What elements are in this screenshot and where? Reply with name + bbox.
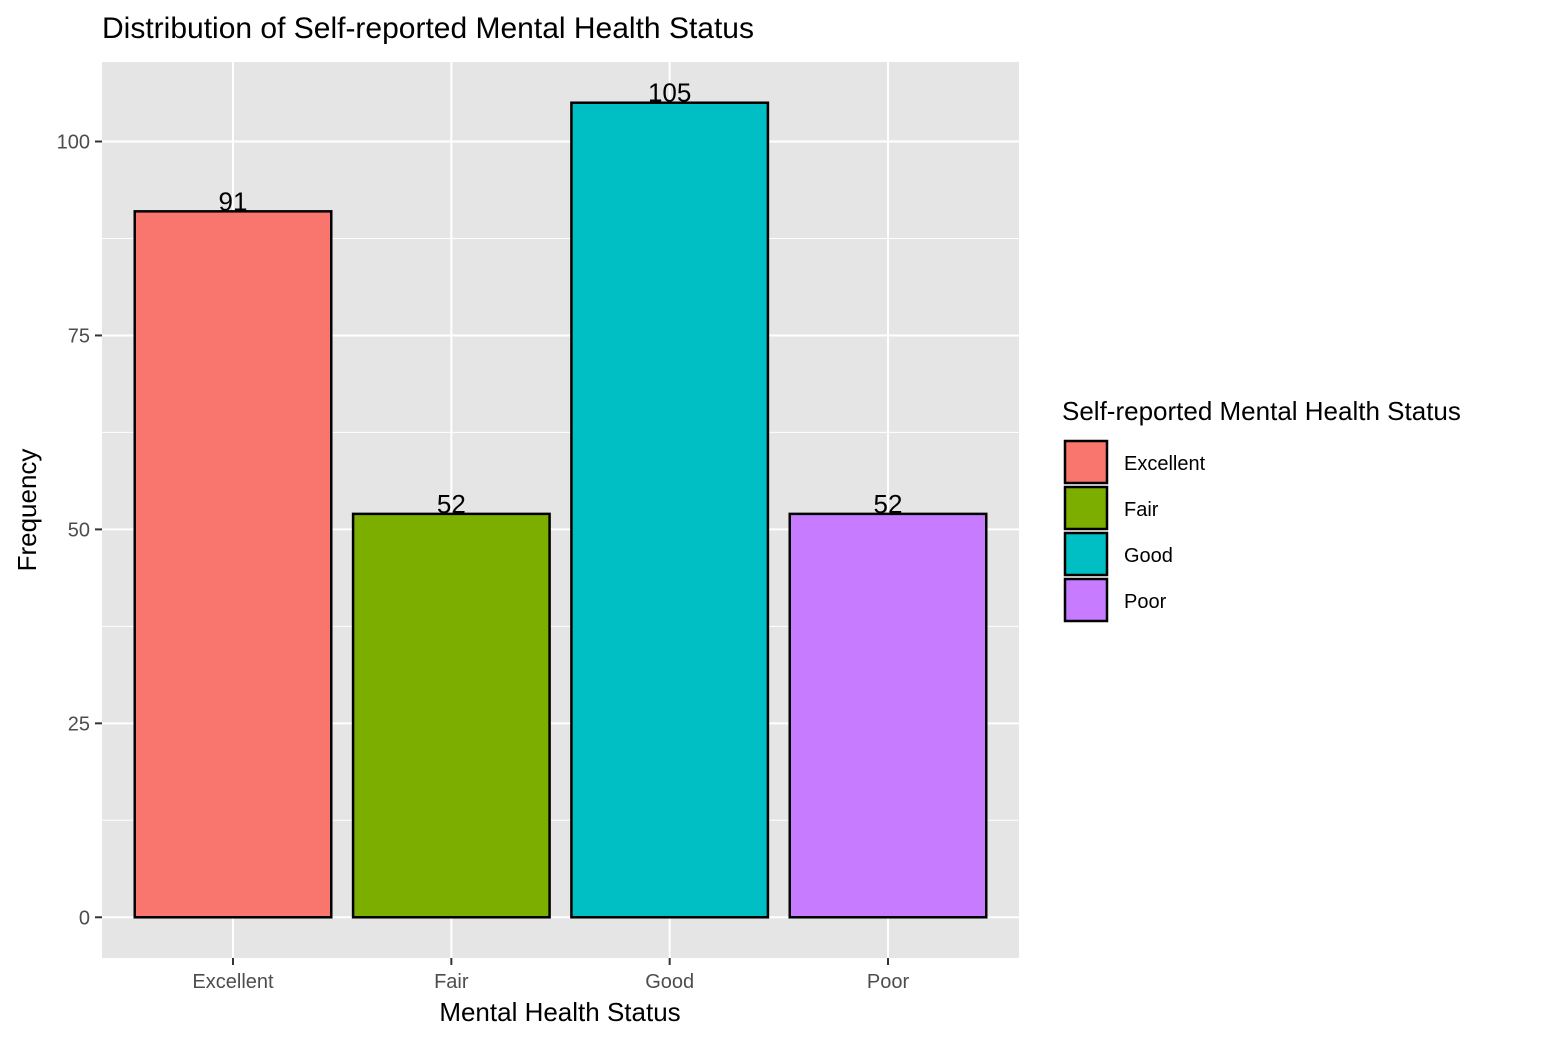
legend-swatch-fair	[1063, 485, 1109, 531]
chart-title: Distribution of Self-reported Mental Hea…	[102, 12, 754, 45]
legend-title: Self-reported Mental Health Status	[1062, 396, 1461, 426]
x-tick-label: Poor	[867, 971, 910, 993]
bar-excellent	[133, 210, 333, 919]
y-axis: 0 25 50 75 100	[57, 132, 102, 929]
y-tick-label: 0	[79, 907, 90, 929]
legend-label-excellent: Excellent	[1124, 453, 1206, 475]
data-label-good: 105	[648, 78, 691, 108]
legend: Self-reported Mental Health Status Excel…	[1062, 396, 1461, 623]
y-tick-label: 75	[68, 325, 90, 347]
y-tick-label: 25	[68, 713, 90, 735]
legend-label-good: Good	[1124, 545, 1173, 567]
y-tick-label: 50	[68, 519, 90, 541]
legend-label-poor: Poor	[1124, 591, 1167, 613]
bar-poor	[788, 512, 988, 919]
data-labels: 91 52 105 52	[219, 78, 903, 519]
x-tick-label: Fair	[434, 971, 469, 993]
data-label-poor: 52	[874, 489, 903, 519]
legend-swatch-good	[1063, 531, 1109, 577]
legend-swatch-poor	[1063, 577, 1109, 623]
y-axis-title: Frequency	[12, 449, 42, 572]
legend-swatch-excellent	[1063, 439, 1109, 485]
bar-good	[570, 101, 770, 919]
bars	[133, 101, 988, 919]
x-tick-label: Excellent	[192, 971, 274, 993]
x-tick-label: Good	[645, 971, 694, 993]
y-tick-label: 100	[57, 132, 90, 154]
bar-fair	[351, 512, 551, 919]
data-label-fair: 52	[437, 489, 466, 519]
data-label-excellent: 91	[219, 186, 248, 216]
x-axis-title: Mental Health Status	[439, 997, 680, 1027]
x-axis: Excellent Fair Good Poor	[192, 958, 909, 993]
legend-items: Excellent Fair Good Poor	[1063, 439, 1206, 623]
legend-label-fair: Fair	[1124, 499, 1159, 521]
